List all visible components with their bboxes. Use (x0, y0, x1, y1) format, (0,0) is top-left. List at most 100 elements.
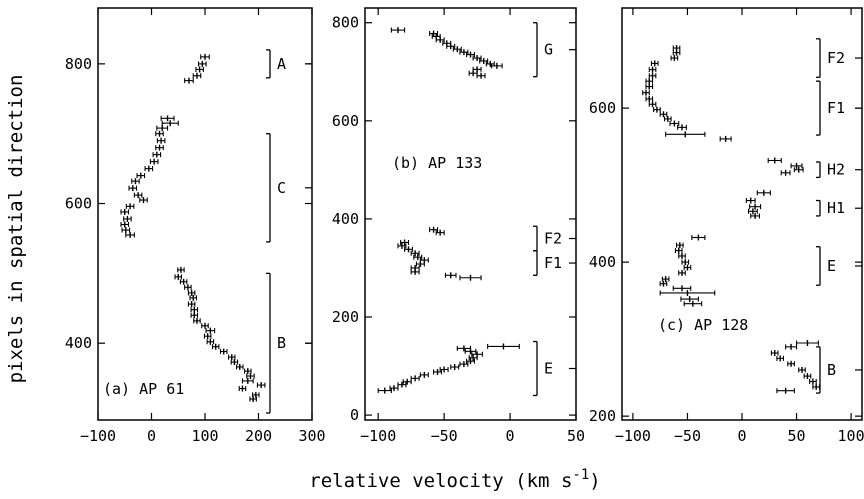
panel-1-data-point (125, 231, 135, 238)
panel-1-x-tick-label: 200 (245, 427, 272, 445)
panel-1-data-point (200, 53, 210, 60)
panel-1-data-point (139, 197, 148, 204)
panel-1-data-point (256, 382, 266, 389)
y-axis-title: pixels in spatial direction (5, 75, 27, 384)
panel-3-data-point (674, 247, 683, 254)
panel-3-region-label: H1 (827, 199, 845, 217)
panel-3-region-h1: H1 (816, 199, 862, 217)
panel-3-data-point (645, 83, 654, 90)
panel-2-y-tick-label: 600 (332, 112, 359, 130)
panel-1-data-point (184, 77, 194, 84)
panel-2-data-point (415, 261, 425, 268)
panel-1-x-tick-label: 0 (147, 427, 156, 445)
panel-3-y-tick-label: 200 (589, 407, 616, 425)
panel-3-data-point (677, 124, 687, 131)
panel-2-data-point (476, 72, 486, 79)
panel-1-data-point (120, 221, 130, 228)
panel-2-x-tick-label: 0 (506, 427, 515, 445)
panel-3-x-tick-label: −50 (674, 427, 701, 445)
panel-3-region-h2: H2 (816, 161, 862, 179)
panel-1-data-point (177, 266, 185, 273)
panel-1-data-point (123, 215, 132, 222)
panel-2-data-point (464, 348, 477, 355)
panel-1-data-point (241, 377, 254, 384)
panel-2-data-point (404, 246, 414, 253)
panel-2-y-tick-label: 0 (350, 406, 359, 424)
panel-2-data-point (444, 272, 457, 279)
panel-3-region-label: H2 (827, 161, 845, 179)
panel-3-data-point (756, 189, 771, 196)
panel-2: −100 −50 0 50 0 200 400 600 800 G F2 F1 E (b) AP 133 (332, 7, 585, 445)
panel-1-data-point (195, 66, 204, 73)
panel-3-data-point (678, 252, 686, 259)
panel-1: −100 0 100 200 300 400 600 800 A C B (a) AP 61 (65, 7, 326, 445)
panel-2-region-label: F2 (544, 230, 562, 248)
panel-2-region-label: E (544, 360, 553, 378)
panel-2-data-point (471, 351, 483, 358)
panel-2-data-point (402, 378, 412, 385)
panel-1-data-point (211, 343, 220, 350)
panel-2-data-point (400, 239, 410, 246)
panel-3-data-point (648, 72, 657, 79)
panel-1-data-point (125, 203, 135, 210)
panel-2-data-point (390, 27, 406, 34)
panel-3-data-point (659, 280, 668, 287)
panel-1-data-point (205, 327, 216, 334)
panel-3-region-label: B (827, 361, 836, 379)
panel-3-data-point (665, 131, 706, 138)
panel-3-data-point (681, 259, 690, 266)
panel-2-data-point (465, 358, 476, 365)
panel-3-data-point (645, 78, 654, 85)
panel-1-data-point (152, 151, 162, 158)
panel-3-data-point (645, 95, 654, 102)
panel-3-data-point (691, 234, 706, 241)
panel-3-data-point (659, 111, 668, 118)
panel-3-data-point (661, 276, 670, 283)
panel-3-frame (621, 7, 863, 421)
panel-1-data-point (219, 348, 228, 355)
panel-1-data-point (136, 172, 146, 179)
panel-1-data-point (174, 273, 183, 280)
panel-2-data-point (397, 242, 407, 249)
panel-3-region-label: F2 (827, 49, 845, 67)
panel-2-data-point (419, 371, 429, 378)
panel-3-data-point (790, 162, 803, 169)
panel-2-data-point (410, 375, 420, 382)
panel-3-data-point (669, 120, 680, 127)
panel-3-data-point (719, 135, 732, 142)
panel-2-data-point (459, 274, 482, 281)
panel-3-region-b: B (816, 346, 862, 394)
panel-3-data-point (672, 285, 692, 292)
panel-2-data-point (413, 254, 423, 261)
panel-2-x-tick-label: −100 (360, 427, 396, 445)
panel-3-data-point (795, 339, 819, 346)
panel-2-x-tick-label: −50 (431, 427, 458, 445)
panel-1-label: (a) AP 61 (103, 380, 184, 398)
panel-3-data-point (659, 289, 716, 296)
panel-2-region-g: G (533, 22, 576, 78)
panel-1-y-tick-label: 800 (65, 55, 92, 73)
panel-3-data-point (675, 242, 684, 249)
panel-1-data-point (246, 373, 255, 380)
panel-3-region-f2: F2 (816, 38, 862, 78)
panel-3-label: (c) AP 128 (658, 316, 748, 334)
panel-3-data-point (653, 106, 661, 113)
panel-2-data-point (397, 381, 407, 388)
panel-2-data-point (439, 366, 449, 373)
panel-1-data-point (187, 301, 196, 308)
panel-3-data-point (809, 378, 817, 385)
panel-2-data-point (435, 229, 445, 236)
x-axis-title: relative velocity (km s-1) (309, 467, 600, 492)
panel-2-frame (364, 7, 577, 421)
panel-1-x-tick-label: 100 (191, 427, 218, 445)
panel-1-data-point (128, 185, 138, 192)
panel-2-region-label: F1 (544, 254, 562, 272)
panel-1-data-point (155, 144, 164, 151)
panel-2-region-e: E (533, 340, 576, 397)
panel-3-data-point (787, 360, 795, 367)
panel-1-x-tick-label: 300 (298, 427, 325, 445)
panel-2-x-tick-label: 50 (567, 427, 585, 445)
panel-2-data-point (452, 46, 462, 53)
panel-1-data-point (149, 158, 159, 165)
